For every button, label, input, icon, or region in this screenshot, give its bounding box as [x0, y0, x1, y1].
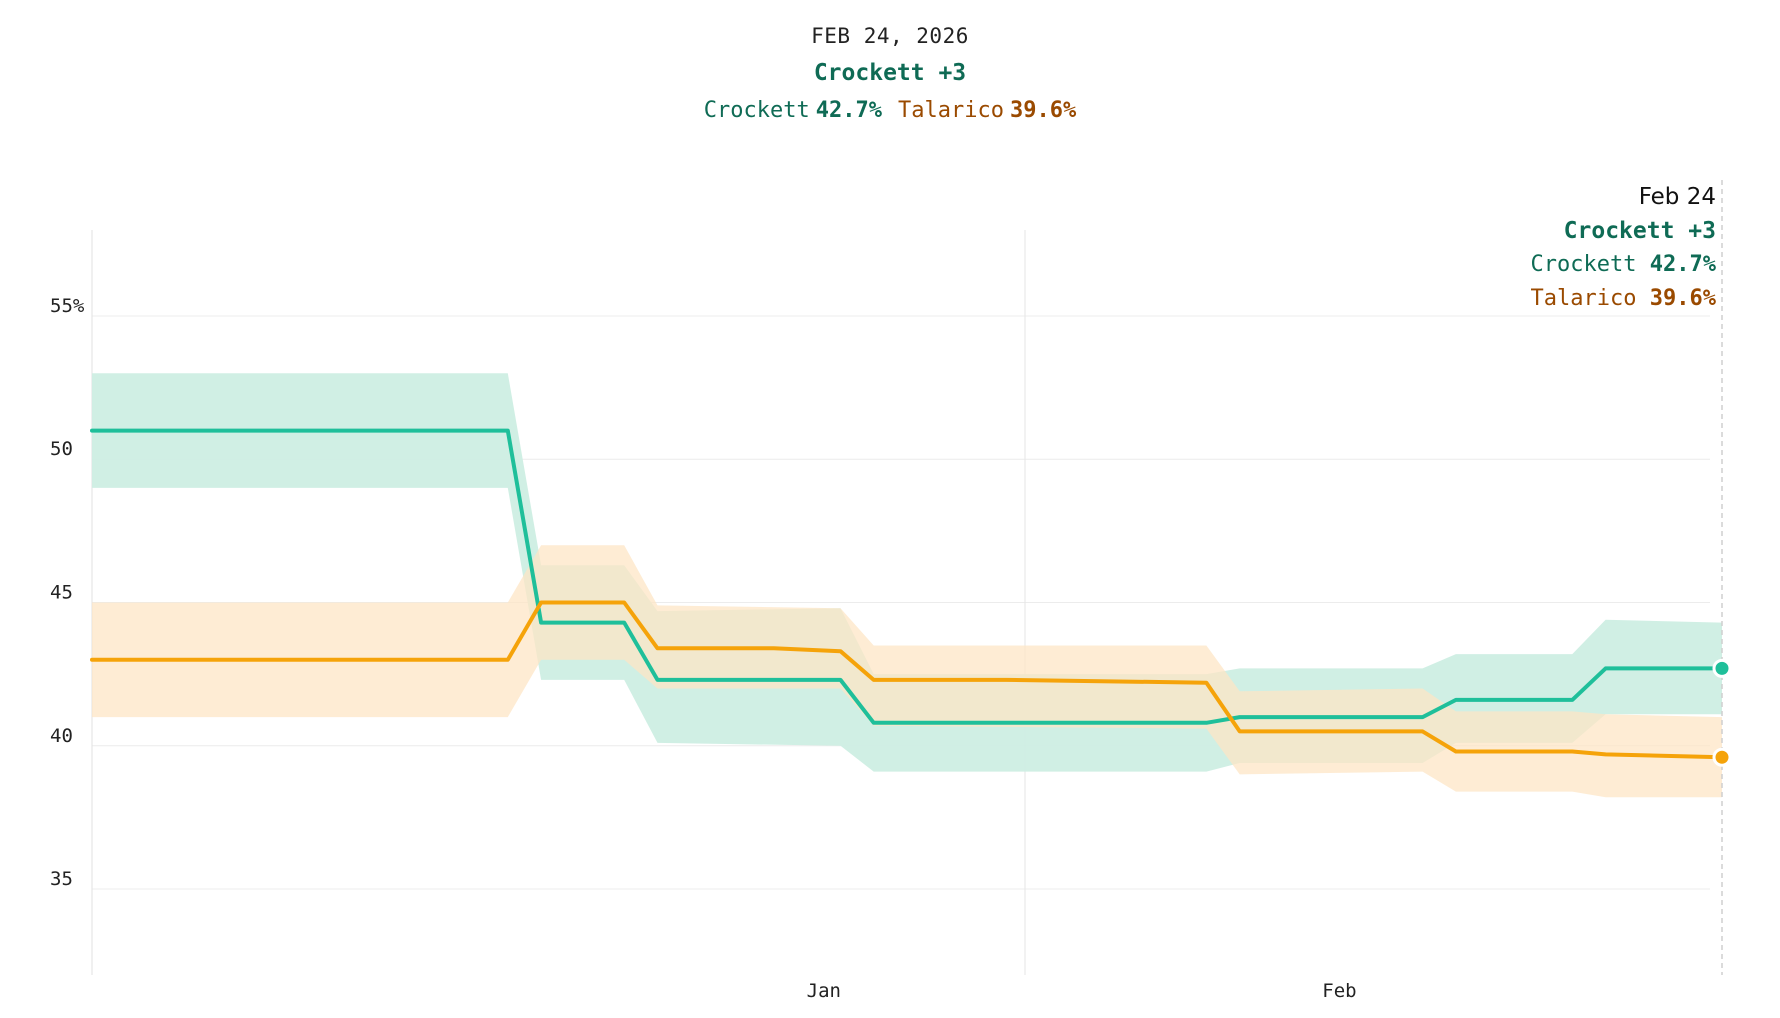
header-talarico-value: 39.6%	[1009, 98, 1077, 123]
axis-layer: 55% 50 45 40 35 Jan Feb	[50, 295, 1357, 1002]
talarico-line	[90, 600, 1724, 760]
header-crockett-label: Crockett	[703, 98, 810, 123]
hover-date: Feb 24	[1638, 184, 1716, 210]
y-tick-label: 50	[50, 438, 73, 460]
hover-lead: Crockett +3	[1563, 218, 1716, 244]
header-crockett-value: 42.7%	[815, 98, 882, 123]
crockett-line	[90, 428, 1724, 725]
header-lead: Crockett +3	[813, 60, 967, 86]
header-date: FEB 24, 2026	[811, 24, 969, 48]
hover-crockett-row: Crockett 42.7%	[1531, 248, 1716, 282]
dot-layer	[1712, 658, 1732, 767]
y-tick-label: 40	[50, 725, 73, 747]
hover-tooltip: Feb 24 Crockett +3 Crockett 42.7% Talari…	[1531, 180, 1716, 316]
y-tick-label: 35	[50, 868, 73, 890]
line-layer	[90, 428, 1724, 760]
chart-header: FEB 24, 2026 Crockett +3 Crockett 42.7% Ta…	[0, 18, 1780, 130]
hover-talarico-row: Talarico 39.6%	[1531, 282, 1716, 316]
crockett-end-point[interactable]	[1712, 658, 1732, 678]
hover-talarico-value: 39.6%	[1649, 286, 1716, 311]
hover-crockett-label: Crockett	[1530, 252, 1637, 277]
hover-crockett-value: 42.7%	[1649, 252, 1716, 277]
header-values: Crockett 42.7% Talarico 39.6%	[0, 92, 1780, 130]
band-layer	[92, 373, 1722, 798]
talarico-band	[92, 545, 1722, 798]
talarico-end-point[interactable]	[1712, 747, 1732, 767]
y-tick-label: 45	[50, 582, 73, 604]
header-talarico-label: Talarico	[898, 98, 1004, 123]
x-tick-label: Feb	[1322, 980, 1356, 1002]
x-tick-label: Jan	[807, 980, 841, 1002]
y-tick-label: 55%	[50, 295, 85, 317]
crockett-band	[92, 373, 1722, 772]
hover-talarico-label: Talarico	[1530, 286, 1637, 311]
